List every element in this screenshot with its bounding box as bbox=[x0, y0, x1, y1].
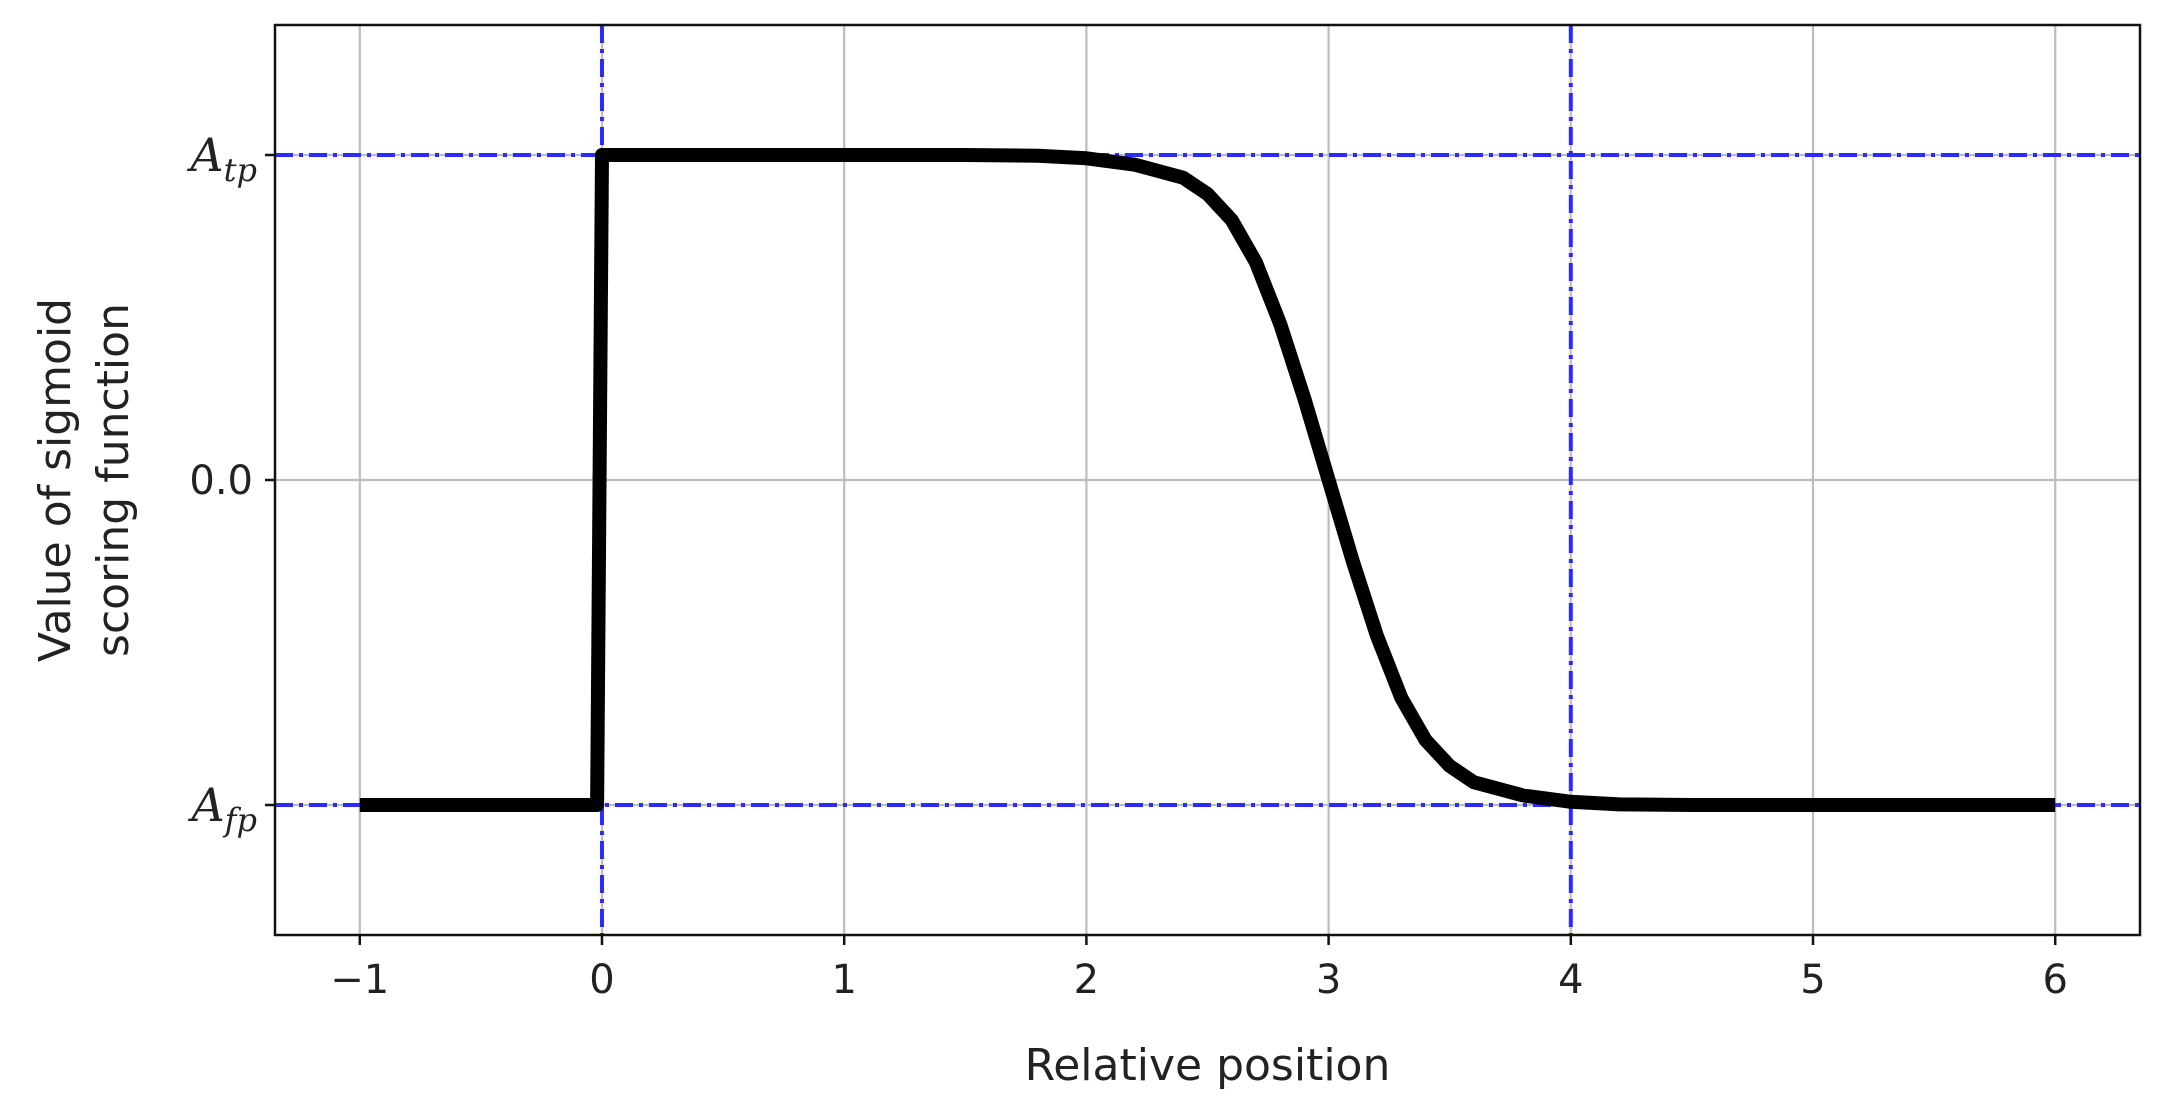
y-tick-label: 0.0 bbox=[189, 458, 253, 504]
x-tick-label: 1 bbox=[831, 957, 856, 1003]
x-tick-label: −1 bbox=[330, 957, 389, 1003]
x-tick-label: 0 bbox=[589, 957, 614, 1003]
x-axis-title: Relative position bbox=[1025, 1040, 1391, 1091]
series-line-0 bbox=[359, 148, 2056, 812]
y-tick-labels: Atp 0.0 Afp bbox=[186, 128, 275, 839]
series-layer bbox=[359, 148, 2056, 812]
y-axis-title-line-1: Value of sigmoid bbox=[30, 298, 81, 662]
x-tick-label: 3 bbox=[1316, 957, 1341, 1003]
y-tick-label-tp: Atp bbox=[186, 128, 257, 189]
x-tick-label: 5 bbox=[1800, 957, 1825, 1003]
x-tick-labels: −1 0 1 2 3 4 5 6 bbox=[330, 935, 2068, 1003]
x-tick-label: 4 bbox=[1558, 957, 1583, 1003]
y-tick-label-fp: Afp bbox=[187, 778, 257, 839]
x-tick-label: 2 bbox=[1074, 957, 1099, 1003]
y-axis-title-line-2: scoring function bbox=[88, 303, 139, 657]
x-tick-label: 6 bbox=[2043, 957, 2068, 1003]
